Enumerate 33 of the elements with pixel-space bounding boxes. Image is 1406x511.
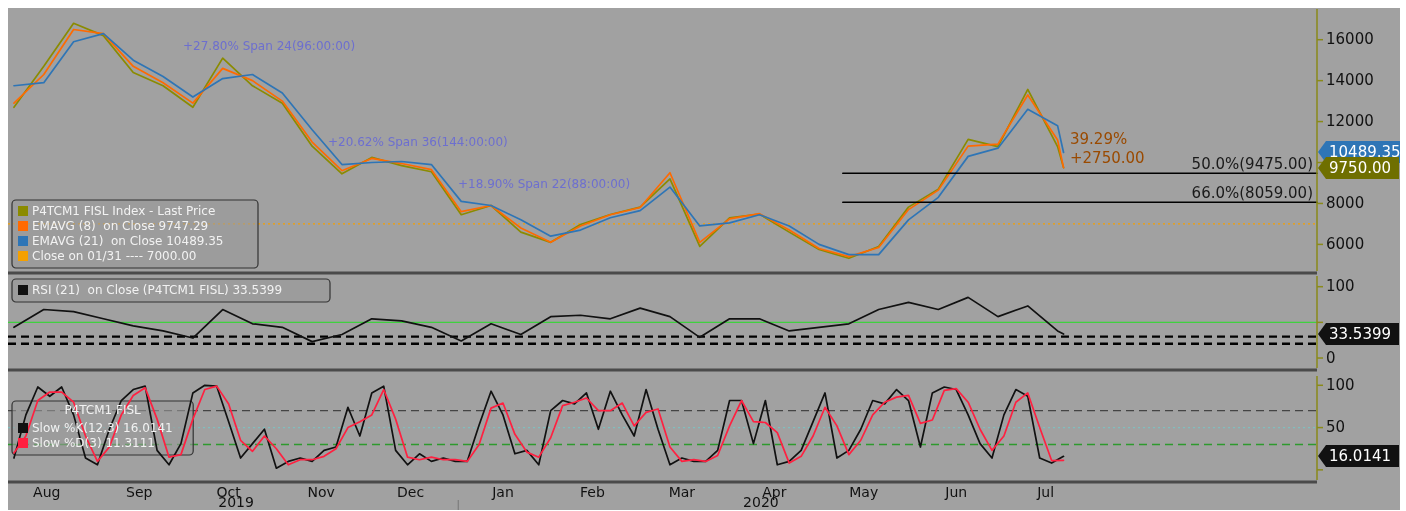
annotation: 66.0%(8059.00) — [1191, 184, 1313, 203]
x-tick-label: Nov — [307, 484, 335, 500]
x-tick-label: Dec — [396, 484, 425, 500]
text: 33.5399 — [1329, 325, 1392, 343]
y-tick-label: 14000 — [1326, 71, 1374, 90]
y-tick-label: 16000 — [1326, 30, 1374, 49]
y-tick-label: 12000 — [1326, 112, 1374, 131]
y-tick-label: 8000 — [1326, 193, 1365, 212]
y-tick-label: 0 — [1326, 348, 1336, 367]
annotation: 39.29% — [1070, 130, 1128, 148]
legend-label: EMAVG (21) on Close 10489.35 — [32, 234, 224, 248]
legend-label: P4TCM1 FISL Index - Last Price — [32, 204, 216, 218]
legend-label: Close on 01/31 ---- 7000.00 — [32, 249, 197, 263]
legend-label: RSI (21) on Close (P4TCM1 FISL) 33.5399 — [32, 283, 283, 297]
y-tick-label: 6000 — [1326, 234, 1365, 253]
x-tick-label: May — [849, 484, 879, 500]
x-tick-label: Mar — [668, 484, 696, 500]
x-tick-label: Feb — [580, 484, 605, 500]
text: 9750.00 — [1329, 159, 1392, 177]
line-series — [13, 296, 1065, 343]
annotation: +2750.00 — [1070, 149, 1145, 167]
text: 10489.35 — [1329, 143, 1401, 161]
x-tick-label: Jun — [944, 484, 968, 500]
x-tick-label: Jul — [1036, 484, 1055, 500]
x-tick-label: Aug — [33, 484, 61, 500]
annotation: 50.0%(9475.00) — [1191, 155, 1313, 174]
y-tick-label: 100 — [1326, 277, 1355, 296]
x-tick-label: Jan — [491, 484, 514, 500]
text: 16.0141 — [1329, 447, 1392, 465]
y-tick-label: 100 — [1326, 375, 1355, 394]
legend-label: EMAVG (8) on Close 9747.29 — [32, 219, 209, 233]
y-tick-label: 50 — [1326, 418, 1346, 437]
x-tick-label: Sep — [126, 484, 153, 500]
